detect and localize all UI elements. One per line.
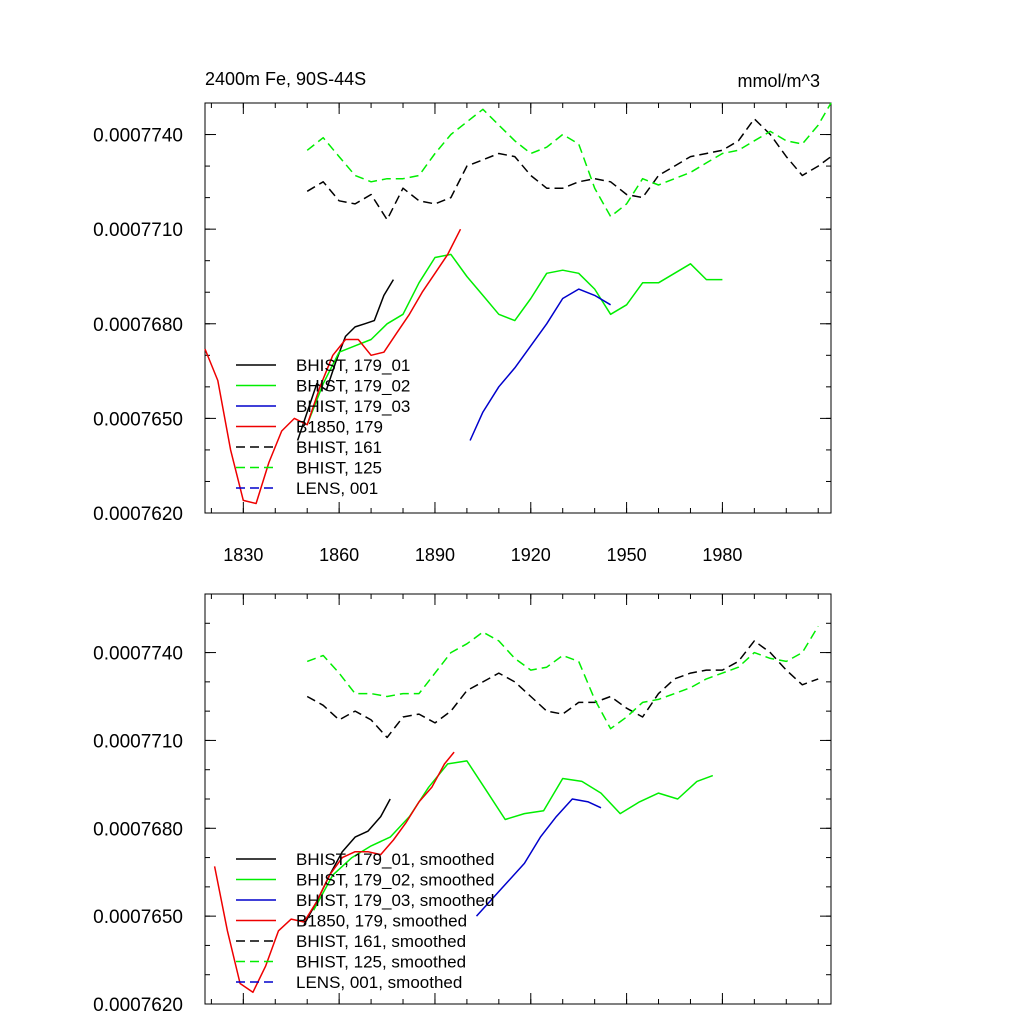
y-tick-label: 0.0007620 [93,504,183,525]
legend-label: LENS, 001, smoothed [296,973,462,992]
x-tick-label: 1860 [319,545,359,565]
series-line [296,279,395,441]
units-label: mmol/m^3 [738,71,820,91]
bottom-panel: 0.0007620 0.0007650 0.0007680 0.0007710 0.00… [93,593,832,1016]
legend-label: BHIST, 125, smoothed [296,953,466,972]
legend-label: BHIST, 179_02, smoothed [296,871,494,890]
legend-label: B1850, 179, smoothed [296,912,467,931]
legend-label: BHIST, 179_02 [296,377,410,396]
legend-label: BHIST, 161 [296,438,382,457]
series-line [204,228,462,505]
y-tick-label: 0.0007620 [93,995,183,1016]
chart-title: 2400m Fe, 90S-44S [205,69,366,89]
series-line [469,288,611,441]
top-panel: 0.0007620 0.0007650 0.0007680 0.0007710 0.00… [93,102,832,565]
legend-label: BHIST, 125 [296,459,382,478]
series-line [306,102,832,218]
series-line [213,751,455,994]
x-tick-label: 1890 [415,545,455,565]
y-tick-label: 0.0007650 [93,409,183,430]
series-line [312,760,714,911]
y-tick-label: 0.0007650 [93,907,183,928]
legend-label: BHIST, 179_01 [296,356,410,375]
y-tick-label: 0.0007740 [93,126,183,147]
legend-label: LENS, 001 [296,479,378,498]
legend-label: BHIST, 179_01, smoothed [296,850,494,869]
legend-label: BHIST, 161, smoothed [296,932,466,951]
series-line [475,798,602,917]
y-tick-label: 0.0007710 [93,220,183,241]
legend-label: BHIST, 179_03 [296,397,410,416]
series-line [306,253,723,425]
y-tick-label: 0.0007740 [93,644,183,665]
legend-label: BHIST, 179_03, smoothed [296,891,494,910]
y-tick-label: 0.0007710 [93,731,183,752]
series-line [306,118,832,221]
legend-label: B1850, 179 [296,418,383,437]
x-tick-label: 1920 [511,545,551,565]
series-line [306,640,819,739]
x-tick-label: 1950 [607,545,647,565]
plot-frame [204,102,832,514]
x-tick-label: 1980 [702,545,742,565]
y-tick-label: 0.0007680 [93,315,183,336]
x-tick-label: 1830 [223,545,263,565]
y-tick-label: 0.0007680 [93,819,183,840]
series-line [306,625,819,730]
